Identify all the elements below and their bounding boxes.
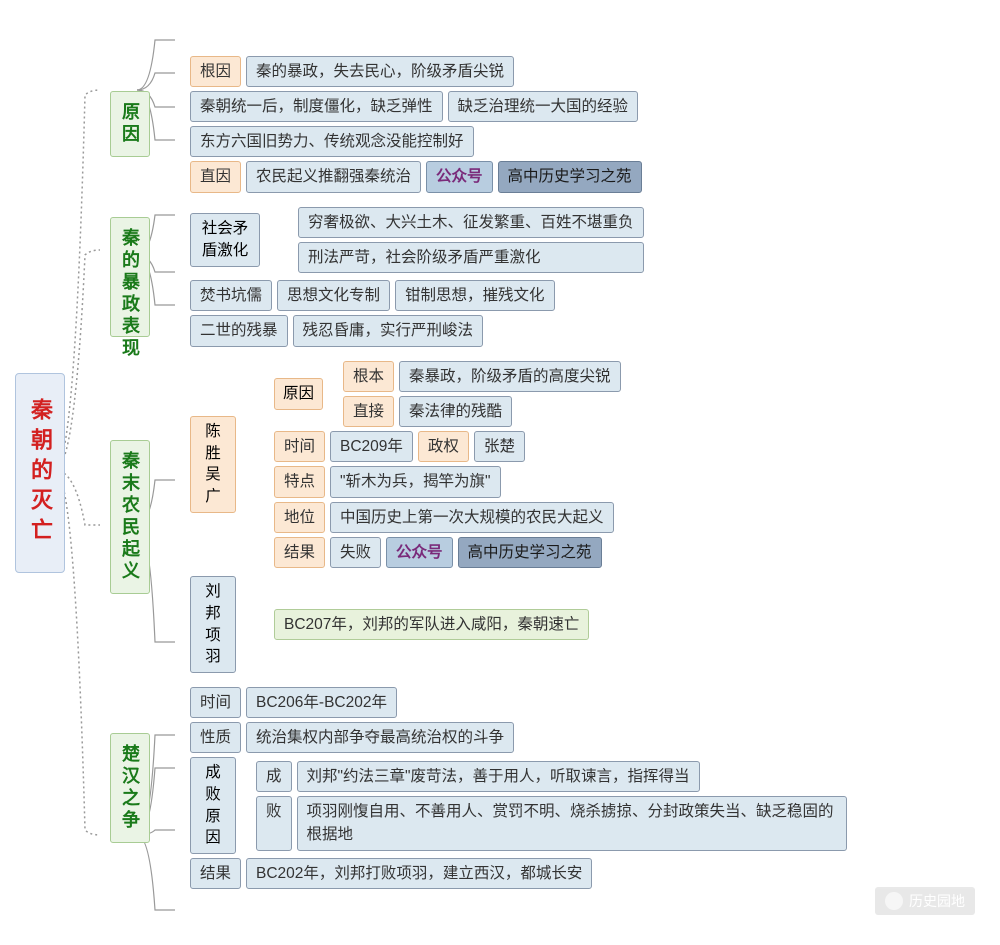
ch-result-value: BC202年，刘邦打败项羽，建立西汉，都城长安 (246, 858, 592, 889)
branch-chuhan: 楚汉之争 时间 BC206年-BC202年 性质 统治集权内部争夺最高统治权的斗… (110, 687, 847, 890)
direct-cause-text: 农民起义推翻强秦统治 (246, 161, 421, 192)
watermark: 历史园地 (875, 887, 975, 915)
liubang-text: BC207年，刘邦的军队进入咸阳，秦朝速亡 (274, 609, 589, 640)
feature-label: 特点 (274, 466, 325, 497)
result-value: 失败 (330, 537, 381, 568)
system-rigid: 秦朝统一后，制度僵化，缺乏弹性 (190, 91, 443, 122)
cause-label: 原因 (274, 378, 323, 410)
winlose-label: 成败原因 (190, 757, 236, 854)
liubang-label: 刘邦项羽 (190, 576, 236, 673)
lose-text: 项羽刚愎自用、不善用人、赏罚不明、烧杀掳掠、分封政策失当、缺乏稳固的根据地 (297, 796, 847, 851)
wechat-label-2: 公众号 (386, 537, 453, 568)
ch-time-label: 时间 (190, 687, 241, 718)
branch4-label: 楚汉之争 (110, 733, 150, 843)
win-text: 刘邦"约法三章"废苛法，善于用人，听取谏言，指挥得当 (297, 761, 700, 792)
thought-control: 思想文化专制 (277, 280, 390, 311)
position-value: 中国历史上第一次大规模的农民大起义 (330, 502, 614, 533)
harsh-law-text: 刑法严苛，社会阶级矛盾严重激化 (298, 242, 644, 273)
wechat-icon (885, 892, 903, 910)
east-states: 东方六国旧势力、传统观念没能控制好 (190, 126, 474, 157)
branch2-label: 秦的暴政表现 (110, 217, 150, 337)
root-node: 秦朝的灭亡 (15, 373, 65, 573)
level1-column: 原因 根因 秦的暴政，失去民心，阶级矛盾尖锐 秦朝统一后，制度僵化，缺乏弹性 缺… (110, 56, 847, 890)
direct-cause-label: 直因 (190, 161, 241, 192)
fundamental-label: 根本 (343, 361, 394, 392)
branch3-label: 秦末农民起义 (110, 440, 150, 594)
ch-time-value: BC206年-BC202年 (246, 687, 397, 718)
branch3-content: 陈胜吴广 原因 根本 秦暴政，阶级矛盾的高度尖锐 直接 (190, 361, 621, 673)
wechat-name-2: 高中历史学习之苑 (458, 537, 602, 568)
mindmap-container: 秦朝的灭亡 原因 根因 秦的暴政，失去民心，阶级矛盾尖锐 秦朝统一后，制度僵化，… (10, 10, 990, 935)
direct-text: 秦法律的残酷 (399, 396, 512, 427)
wechat-name: 高中历史学习之苑 (498, 161, 642, 192)
branch4-content: 时间 BC206年-BC202年 性质 统治集权内部争夺最高统治权的斗争 成败原… (190, 687, 847, 890)
branch1-label: 原因 (110, 91, 150, 157)
branch-uprising: 秦末农民起义 陈胜吴广 原因 根本 秦暴政，阶级矛盾的高度尖锐 (110, 361, 847, 673)
burn-books-label: 焚书坑儒 (190, 280, 272, 311)
result-label: 结果 (274, 537, 325, 568)
branch-tyranny: 秦的暴政表现 社会矛盾激化 穷奢极欲、大兴土木、征发繁重、百姓不堪重负 刑法严苛… (110, 207, 847, 347)
branch1-content: 根因 秦的暴政，失去民心，阶级矛盾尖锐 秦朝统一后，制度僵化，缺乏弹性 缺乏治理… (190, 56, 642, 193)
feature-value: "斩木为兵，揭竿为旗" (330, 466, 501, 497)
time-value: BC209年 (330, 431, 413, 462)
branch2-content: 社会矛盾激化 穷奢极欲、大兴土木、征发繁重、百姓不堪重负 刑法严苛，社会阶级矛盾… (190, 207, 644, 347)
regime-value: 张楚 (474, 431, 525, 462)
position-label: 地位 (274, 502, 325, 533)
time-label: 时间 (274, 431, 325, 462)
wechat-label: 公众号 (426, 161, 493, 192)
branch-reasons: 原因 根因 秦的暴政，失去民心，阶级矛盾尖锐 秦朝统一后，制度僵化，缺乏弹性 缺… (110, 56, 847, 193)
root-cause-label: 根因 (190, 56, 241, 87)
fundamental-text: 秦暴政，阶级矛盾的高度尖锐 (399, 361, 621, 392)
win-label: 成 (256, 761, 292, 792)
watermark-text: 历史园地 (909, 891, 965, 911)
lack-experience: 缺乏治理统一大国的经验 (448, 91, 639, 122)
regime-label: 政权 (418, 431, 469, 462)
ershi-label: 二世的残暴 (190, 315, 288, 346)
ershi-text: 残忍昏庸，实行严刑峻法 (293, 315, 484, 346)
root-cause-text: 秦的暴政，失去民心，阶级矛盾尖锐 (246, 56, 514, 87)
luxury-text: 穷奢极欲、大兴土木、征发繁重、百姓不堪重负 (298, 207, 644, 238)
social-conflict-label: 社会矛盾激化 (190, 213, 260, 266)
chensheng-label: 陈胜吴广 (190, 416, 236, 513)
culture-destroy: 钳制思想，摧残文化 (395, 280, 555, 311)
lose-label: 败 (256, 796, 292, 851)
ch-nature-label: 性质 (190, 722, 241, 753)
ch-result-label: 结果 (190, 858, 241, 889)
ch-nature-value: 统治集权内部争夺最高统治权的斗争 (246, 722, 514, 753)
direct-label: 直接 (343, 396, 394, 427)
